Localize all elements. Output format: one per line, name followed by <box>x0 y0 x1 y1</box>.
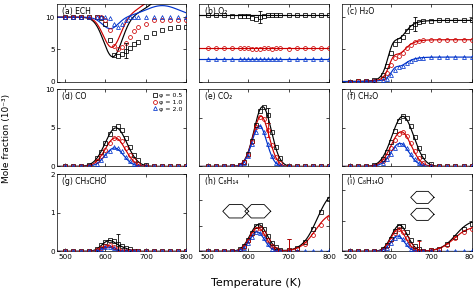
Text: (d) CO: (d) CO <box>62 92 86 101</box>
Text: (a) ECH: (a) ECH <box>62 8 91 16</box>
Legend: φ = 0.5, φ = 1.0, φ = 2.0: φ = 0.5, φ = 1.0, φ = 2.0 <box>152 92 183 112</box>
Text: (i) C₈H₁₄O: (i) C₈H₁₄O <box>347 177 384 186</box>
Text: (b) O₂: (b) O₂ <box>205 8 227 16</box>
Text: Mole fraction (10⁻³): Mole fraction (10⁻³) <box>2 94 11 183</box>
Text: (e) CO₂: (e) CO₂ <box>205 92 232 101</box>
Text: (f) CH₂O: (f) CH₂O <box>347 92 378 101</box>
Text: (c) H₂O: (c) H₂O <box>347 8 374 16</box>
Text: (h) C₈H₁₄: (h) C₈H₁₄ <box>205 177 238 186</box>
Text: (g) CH₃CHO: (g) CH₃CHO <box>62 177 106 186</box>
Text: Temperature (K): Temperature (K) <box>211 277 301 288</box>
